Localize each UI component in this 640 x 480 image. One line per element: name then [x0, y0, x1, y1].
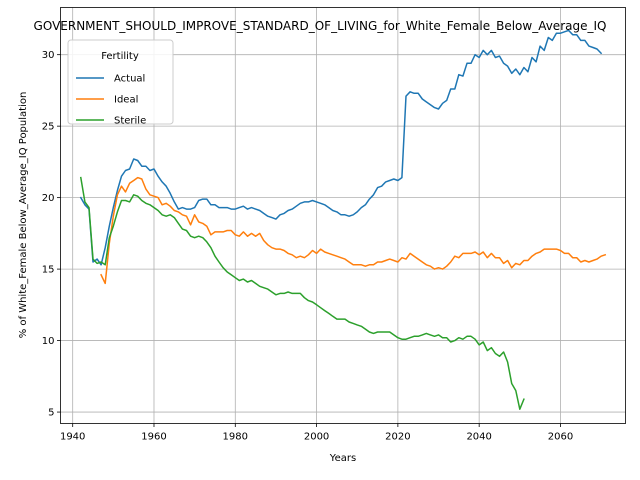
- x-tick-label: 2020: [385, 432, 410, 443]
- y-tick-label: 5: [48, 408, 54, 419]
- x-tick-label: 2040: [466, 432, 491, 443]
- plot-frame: [60, 7, 626, 424]
- x-tick-label: 1940: [60, 432, 85, 443]
- legend-box: [67, 39, 174, 125]
- x-axis-label: Years: [329, 453, 356, 464]
- legend-title: Fertility: [101, 51, 139, 62]
- y-tick-label: 15: [42, 265, 55, 276]
- legend-label-ideal: Ideal: [114, 95, 138, 106]
- y-tick-label: 10: [42, 336, 55, 347]
- series-line-actual: [79, 29, 603, 266]
- y-tick-label: 25: [42, 122, 55, 133]
- y-tick-label: 30: [42, 50, 55, 61]
- grid: [60, 7, 626, 424]
- legend: Fertility Actual Ideal Sterile: [67, 39, 174, 127]
- x-tick-label: 1960: [141, 432, 166, 443]
- y-axis-label: % of White_Female Below_Average_IQ Popul…: [18, 92, 29, 339]
- series-line-ideal: [100, 176, 607, 285]
- x-tick-label: 2000: [304, 432, 329, 443]
- x-tick-label: 2060: [548, 432, 573, 443]
- legend-label-sterile: Sterile: [114, 116, 146, 127]
- x-tick-label: 1980: [223, 432, 248, 443]
- tick-layer: 1940 1960 1980 2000 2020 2040 2060 5 10 15 20 25 30: [42, 50, 573, 442]
- series-line-sterile: [79, 176, 525, 410]
- y-tick-label: 20: [42, 193, 55, 204]
- series-layer: [79, 29, 607, 410]
- legend-entries: Actual Ideal Sterile: [76, 74, 146, 127]
- chart-title: GOVERNMENT_SHOULD_IMPROVE_STANDARD_OF_LI…: [34, 19, 607, 33]
- legend-label-actual: Actual: [114, 74, 145, 85]
